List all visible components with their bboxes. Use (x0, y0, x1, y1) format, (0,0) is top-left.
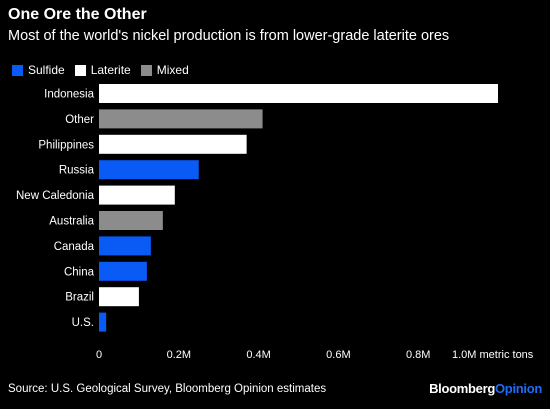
category-label: Australia (49, 216, 94, 228)
legend-label-mixed: Mixed (156, 63, 189, 77)
category-label: China (64, 266, 95, 278)
legend-swatch-sulfide (12, 64, 23, 76)
brand-logo: BloombergOpinion (429, 381, 542, 396)
source-note: Source: U.S. Geological Survey, Bloomber… (8, 383, 327, 395)
category-label: Philippines (38, 139, 94, 151)
bar-other (99, 109, 263, 129)
x-tick-label: 0.8M (406, 349, 430, 361)
category-label: New Caledonia (16, 190, 95, 202)
legend-item-laterite: Laterite (74, 63, 131, 77)
brand-part-1: Bloomberg (429, 381, 495, 396)
legend-label-sulfide: Sulfide (28, 63, 65, 77)
legend-label-laterite: Laterite (90, 63, 131, 77)
chart-subtitle: Most of the world's nickel production is… (8, 28, 450, 44)
legend-swatch-laterite (74, 64, 86, 76)
category-label: Other (65, 114, 94, 126)
x-tick-label: 0 (96, 349, 102, 361)
bar-china (99, 261, 147, 281)
bar-new-caledonia (99, 185, 175, 205)
legend-swatch-mixed (140, 64, 152, 76)
bar-u-s (99, 312, 107, 332)
legend: Sulfide Laterite Mixed (12, 63, 199, 77)
x-tick-label: 1.0M metric tons (452, 349, 534, 361)
x-tick-label: 0.2M (167, 349, 191, 361)
x-tick-label: 0.6M (326, 349, 350, 361)
legend-item-sulfide: Sulfide (12, 63, 65, 77)
bar-philippines (99, 134, 247, 154)
bar-australia (99, 211, 163, 230)
bar-brazil (99, 287, 139, 307)
x-tick-label: 0.4M (246, 349, 270, 361)
category-label: Canada (54, 241, 95, 253)
brand-part-2: Opinion (495, 381, 542, 396)
legend-item-mixed: Mixed (140, 63, 189, 77)
bar-indonesia (99, 84, 498, 103)
bar-canada (99, 236, 151, 256)
category-label: Russia (59, 165, 95, 177)
chart-title: One Ore the Other (8, 6, 147, 23)
category-label: Indonesia (44, 89, 94, 101)
category-label: Brazil (65, 292, 94, 304)
category-label: U.S. (72, 317, 94, 329)
bar-russia (99, 160, 199, 180)
